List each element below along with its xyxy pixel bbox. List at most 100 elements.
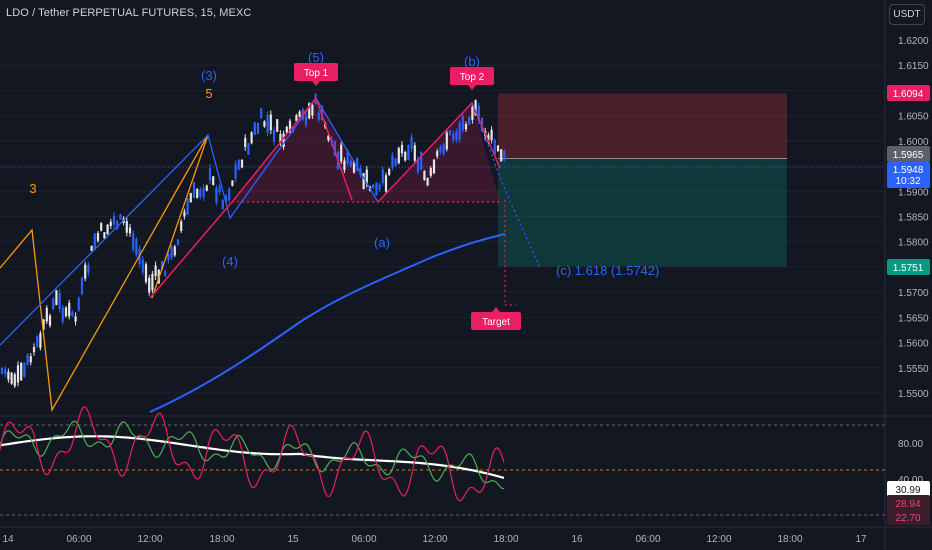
top1-label-pointer <box>312 81 320 86</box>
current-price-label-bg <box>887 162 930 188</box>
price-axis: 1.62001.61501.61001.60501.60001.59501.59… <box>2 36 930 545</box>
time-tick-label: 06:00 <box>66 534 91 545</box>
moving-average <box>149 233 506 413</box>
candle-body <box>64 307 68 317</box>
candle-body <box>253 122 256 135</box>
time-tick-label: 06:00 <box>351 534 376 545</box>
wave-label: (3) <box>201 68 217 83</box>
candle-body <box>298 111 301 118</box>
candle-body <box>20 362 23 381</box>
candle-body <box>308 103 311 119</box>
candle-body <box>4 369 7 375</box>
candle-body <box>436 151 439 157</box>
candle-body <box>490 129 493 140</box>
candle-body <box>16 365 20 383</box>
candle-body <box>10 372 13 384</box>
candle-body <box>448 130 452 136</box>
candle-body <box>192 182 196 198</box>
chart-title: LDO / Tether PERPETUAL FUTURES, 15, MEXC <box>6 7 252 19</box>
top2-label: Top 2 <box>460 72 485 83</box>
price-tick-label: 1.5600 <box>898 339 929 350</box>
oscillator-value-label: 28.94 <box>895 499 920 510</box>
candle-body <box>381 169 384 184</box>
time-tick-label: 18:00 <box>493 534 518 545</box>
candle-body <box>432 159 436 174</box>
candle-body <box>420 151 423 170</box>
candle-body <box>7 371 10 380</box>
candle-body <box>285 126 288 133</box>
candle-body <box>349 160 352 166</box>
candle-body <box>391 155 394 168</box>
candle-body <box>500 149 503 162</box>
candle-body <box>356 157 359 171</box>
wave-label: (a) <box>374 235 390 250</box>
top2-label-bg <box>450 67 494 85</box>
price-tick-label: 1.6150 <box>898 61 929 72</box>
candle-body <box>263 121 266 127</box>
candle-body <box>36 336 39 347</box>
candle-body <box>378 184 381 190</box>
candle-body <box>135 238 138 256</box>
candle-body <box>173 246 176 256</box>
candle-body <box>493 139 496 155</box>
candle-body <box>132 233 135 250</box>
candle-body <box>164 271 167 276</box>
candle-body <box>128 227 132 234</box>
double-top-fill <box>232 98 500 202</box>
candle-body <box>384 175 388 192</box>
countdown-label: 10:32 <box>895 176 920 187</box>
candle-body <box>304 116 308 126</box>
candle-body <box>224 195 228 202</box>
candle-body <box>311 104 314 116</box>
candle-body <box>112 215 116 225</box>
time-tick-label: 18:00 <box>777 534 802 545</box>
stop-loss-zone <box>498 93 787 159</box>
candle-body <box>244 138 247 147</box>
candle-body <box>189 192 192 203</box>
candle-body <box>288 120 292 132</box>
candle-body <box>276 119 279 132</box>
candle-body <box>250 132 253 144</box>
candle-body <box>52 298 55 309</box>
candle-body <box>13 374 16 387</box>
candle-body <box>170 245 173 259</box>
candle-body <box>260 108 263 119</box>
candle-body <box>84 264 87 279</box>
candle-body <box>375 182 378 196</box>
time-tick-label: 17 <box>855 534 867 545</box>
candle-body <box>394 158 397 166</box>
wave-label: (4) <box>222 254 238 269</box>
price-tick-label: 1.6000 <box>898 137 929 148</box>
candle-body <box>116 221 119 229</box>
candle-body <box>503 151 506 161</box>
candle-body <box>234 164 237 179</box>
candle-body <box>119 214 122 220</box>
candle-body <box>240 159 244 168</box>
candle-body <box>317 112 320 120</box>
candle-body <box>90 245 93 251</box>
candle-body <box>151 273 154 291</box>
candle-body <box>68 302 71 317</box>
candle-body <box>199 189 202 197</box>
candle-body <box>256 123 260 134</box>
oscillator-value-label-bg <box>887 509 930 525</box>
candle-body <box>221 200 224 209</box>
time-tick-label: 12:00 <box>706 534 731 545</box>
candle-body <box>468 116 471 125</box>
price-tick-label: 1.5500 <box>898 389 929 400</box>
target-label-bg <box>471 312 521 330</box>
candle-body <box>87 265 90 273</box>
currency-button[interactable]: USDT <box>889 4 925 25</box>
current-price-label: 1.5948 <box>893 165 924 176</box>
candle-body <box>106 224 109 235</box>
candle-body <box>141 259 144 273</box>
candle-body <box>77 297 80 311</box>
candle-body <box>23 363 26 377</box>
candles <box>0 93 506 389</box>
oscillator-fast-line <box>0 420 505 490</box>
oscillator-pane <box>0 405 885 516</box>
candle-body <box>343 160 346 170</box>
candle-body <box>109 221 112 226</box>
candle-body <box>477 105 480 122</box>
